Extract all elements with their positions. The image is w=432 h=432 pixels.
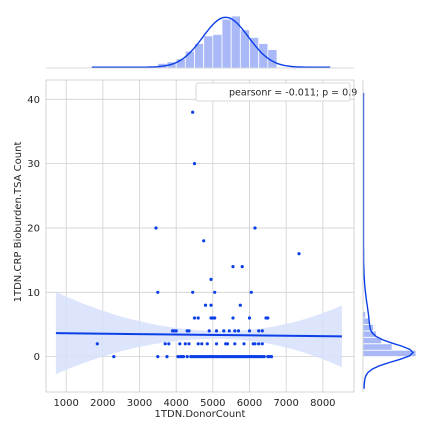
regression-line bbox=[55, 332, 342, 338]
confidence-band bbox=[55, 292, 342, 375]
x-axis-label: 1TDN.DonorCount bbox=[155, 409, 246, 420]
scatter-point bbox=[185, 355, 189, 359]
y-tick-labels: 0 10 20 30 40 bbox=[27, 95, 40, 363]
scatter-point bbox=[209, 277, 213, 281]
scatter-point bbox=[95, 342, 99, 346]
scatter-point bbox=[231, 316, 235, 320]
scatter-point bbox=[233, 342, 237, 346]
scatter-point bbox=[209, 303, 213, 307]
scatter-point bbox=[187, 329, 191, 333]
x-tick-label: 7000 bbox=[273, 398, 298, 409]
scatter-point bbox=[242, 342, 246, 346]
scatter-point bbox=[196, 316, 200, 320]
top-kde-curve bbox=[91, 16, 331, 68]
top-hist-bar bbox=[194, 43, 205, 69]
scatter-point bbox=[260, 329, 264, 333]
x-tick-label: 8000 bbox=[310, 398, 335, 409]
scatter-point bbox=[192, 316, 197, 320]
scatter-point bbox=[253, 226, 257, 230]
scatter-point bbox=[167, 342, 171, 346]
scatter-point bbox=[236, 329, 241, 333]
scatter-point bbox=[200, 342, 204, 346]
scatter-point bbox=[174, 329, 178, 333]
scatter-point bbox=[181, 355, 186, 359]
x-tick-label: 4000 bbox=[163, 398, 188, 409]
scatter-point bbox=[156, 290, 160, 294]
right-kde-curve bbox=[362, 92, 414, 389]
scatter-point bbox=[112, 355, 116, 359]
scatter-point bbox=[247, 316, 252, 320]
x-tick-label: 5000 bbox=[200, 398, 225, 409]
scatter-point bbox=[257, 342, 261, 346]
scatter-point bbox=[202, 239, 206, 243]
legend-label: pearsonr = -0.011; p = 0.9 bbox=[229, 88, 357, 99]
x-tick-label: 3000 bbox=[127, 398, 152, 409]
scatter-point bbox=[191, 110, 195, 114]
scatter-point bbox=[257, 329, 261, 333]
scatter-point bbox=[251, 342, 255, 346]
scatter-point bbox=[163, 342, 167, 346]
scatter-point bbox=[214, 342, 219, 346]
scatter-point bbox=[222, 329, 226, 333]
plot-frame bbox=[45, 79, 355, 393]
scatter-point bbox=[213, 290, 217, 294]
top-hist-bar bbox=[230, 15, 241, 69]
legend-box bbox=[195, 82, 351, 102]
confidence-band-layer bbox=[55, 292, 342, 375]
scatter-point bbox=[165, 355, 169, 359]
scatter-point bbox=[249, 290, 253, 294]
y-tick-label: 10 bbox=[27, 288, 40, 299]
scatter-point bbox=[240, 265, 244, 269]
top-hist-bar bbox=[184, 50, 195, 69]
top-hist-bar bbox=[212, 34, 223, 69]
right-marginal-histogram bbox=[362, 80, 417, 392]
top-marginal-histogram bbox=[46, 15, 354, 69]
scatter-point bbox=[207, 329, 211, 333]
x-tick-label: 2000 bbox=[90, 398, 115, 409]
scatter-point bbox=[269, 355, 274, 359]
scatter-point bbox=[183, 342, 187, 346]
scatter-point bbox=[156, 355, 160, 359]
right-hist-bar bbox=[362, 324, 375, 332]
scatter-points-layer bbox=[95, 110, 301, 359]
top-hist-bar bbox=[258, 43, 269, 69]
scatter-point bbox=[203, 303, 208, 307]
y-axis-label: 1TDN.CRP Bioburden.TSA Count bbox=[13, 142, 24, 303]
scatter-point bbox=[214, 329, 219, 333]
scatter-point bbox=[260, 342, 264, 346]
scatter-point bbox=[196, 342, 200, 346]
scatter-point bbox=[191, 290, 195, 294]
scatter-point bbox=[297, 252, 301, 256]
scatter-point bbox=[224, 342, 228, 346]
scatter-point bbox=[231, 265, 235, 269]
scatter-point bbox=[192, 162, 197, 166]
y-tick-label: 20 bbox=[27, 223, 40, 234]
scatter-point bbox=[238, 303, 242, 307]
x-tick-label: 6000 bbox=[237, 398, 262, 409]
scatter-point bbox=[233, 329, 237, 333]
y-tick-label: 30 bbox=[27, 159, 40, 170]
scatter-point bbox=[211, 316, 215, 320]
y-tick-label: 0 bbox=[34, 352, 40, 363]
scatter-point bbox=[187, 342, 191, 346]
top-hist-bar bbox=[221, 18, 232, 69]
x-tick-labels: 1000 2000 3000 4000 5000 6000 7000 8000 bbox=[53, 398, 335, 409]
legend: pearsonr = -0.011; p = 0.9 bbox=[195, 82, 357, 102]
scatter-point bbox=[154, 226, 158, 230]
scatter-point bbox=[170, 329, 175, 333]
scatter-point bbox=[178, 342, 182, 346]
scatter-point bbox=[264, 316, 268, 320]
scatter-point bbox=[205, 342, 209, 346]
scatter-point bbox=[247, 329, 252, 333]
y-tick-label: 40 bbox=[27, 95, 40, 106]
scatter-point bbox=[262, 355, 266, 359]
right-hist-bar bbox=[362, 349, 417, 358]
right-hist-bar bbox=[362, 343, 393, 351]
x-tick-label: 1000 bbox=[53, 398, 78, 409]
top-hist-bar bbox=[249, 37, 260, 69]
regression-line-layer bbox=[55, 332, 342, 338]
scatter-point bbox=[227, 329, 231, 333]
top-hist-bar bbox=[203, 35, 214, 69]
